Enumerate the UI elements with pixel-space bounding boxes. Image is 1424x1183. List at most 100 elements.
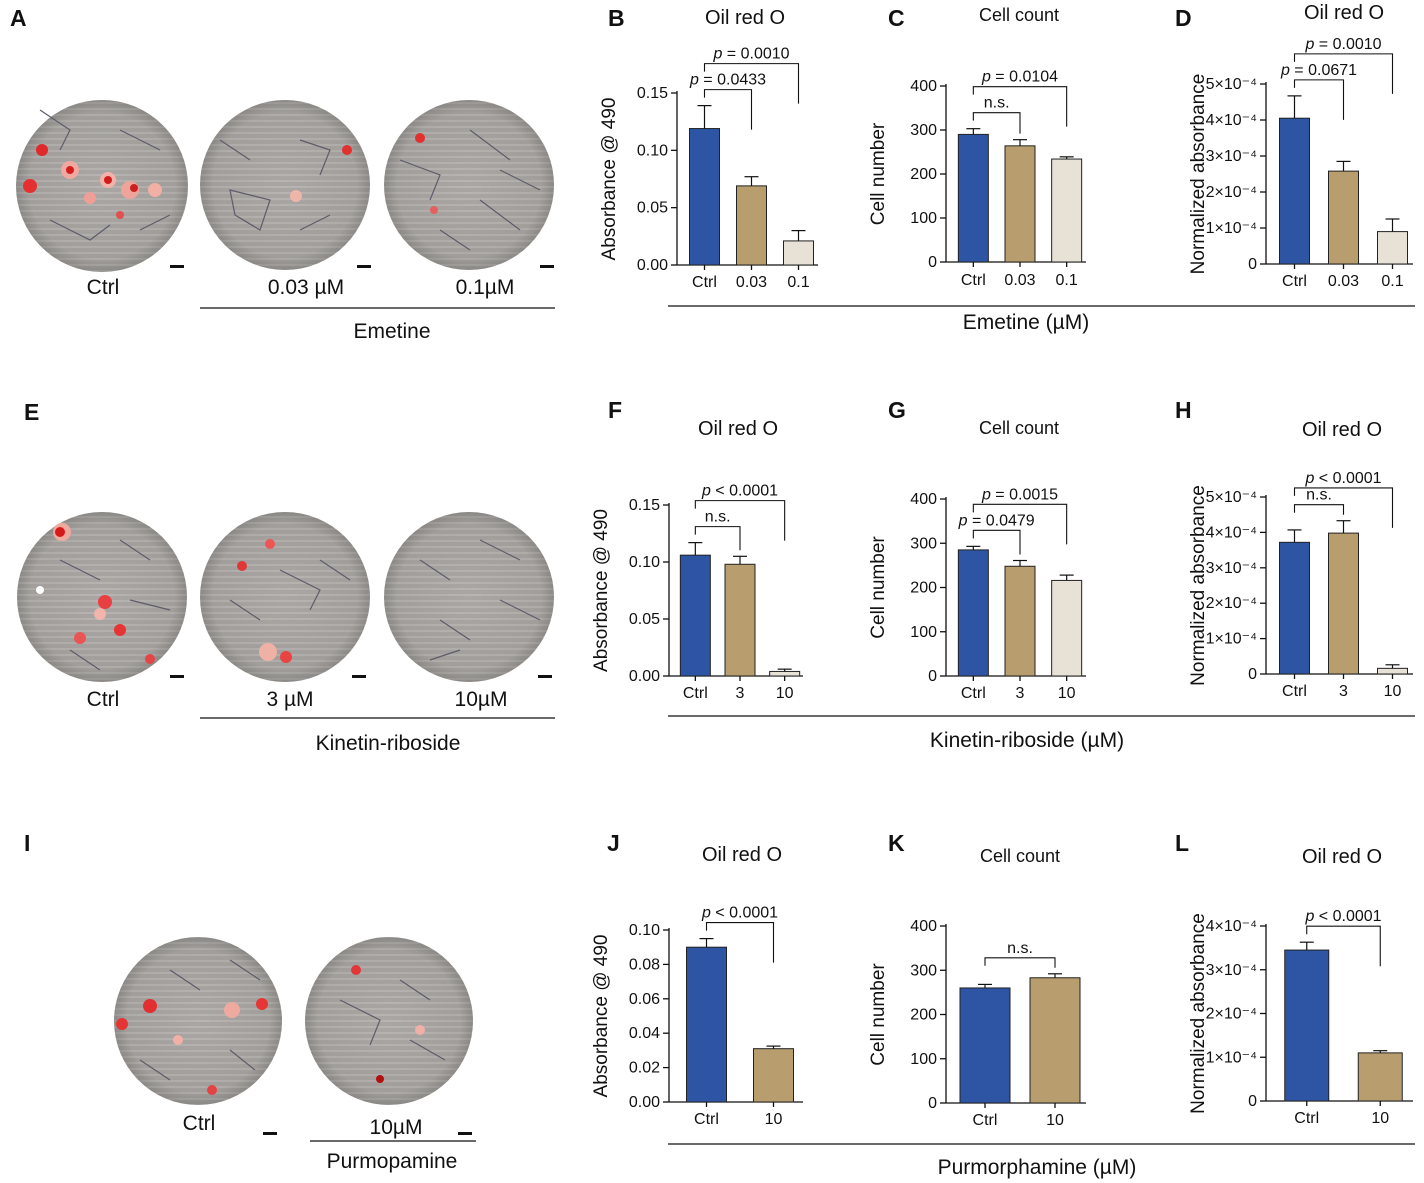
x-tick-label: 0.1 bbox=[1056, 272, 1078, 289]
micrograph-emetine-003 bbox=[200, 100, 370, 270]
y-tick-label: 5×10⁻⁴ bbox=[1206, 489, 1257, 506]
y-tick-label: 0 bbox=[1248, 1093, 1257, 1110]
significance-bracket bbox=[972, 529, 1021, 555]
chart-title: Cell count bbox=[979, 418, 1059, 438]
p-symbol: p bbox=[1304, 470, 1314, 487]
p-value: = 0.0433 bbox=[699, 72, 766, 89]
bar-ctrl bbox=[1279, 541, 1310, 675]
chart-b-oil-red-o: Oil red O Absorbance @ 490 0.00 0.05 0.10 0.1… bbox=[599, 7, 818, 291]
y-axis-label: Absorbance @ 490 bbox=[599, 98, 620, 261]
chart-title: Oil red O bbox=[702, 844, 782, 866]
micrograph-purmo-ctrl bbox=[114, 937, 282, 1105]
y-tick-label: 0 bbox=[928, 1095, 937, 1112]
significance-bracket bbox=[972, 503, 1068, 545]
chart-h-normalized: Oil red O Normalized absorbance 0 1×10⁻⁴ 2×1… bbox=[1188, 419, 1413, 700]
bar-0-1 bbox=[1051, 158, 1083, 263]
y-tick-label: 5×10⁻⁴ bbox=[1206, 76, 1257, 93]
p-value: = 0.0010 bbox=[1314, 36, 1381, 53]
p-value: n.s. bbox=[1306, 487, 1332, 504]
p-symbol: p bbox=[1280, 62, 1290, 79]
significance-label: p < 0.0001 bbox=[1304, 908, 1381, 925]
p-value: n.s. bbox=[705, 509, 731, 526]
bar-10 bbox=[1357, 1052, 1403, 1102]
significance-bracket bbox=[705, 922, 775, 963]
y-tick-label: 300 bbox=[910, 962, 937, 979]
y-axis-label: Normalized absorbance bbox=[1188, 485, 1209, 686]
y-tick-label: 1×10⁻⁴ bbox=[1206, 220, 1257, 237]
micro-label-ctrl-row1: Ctrl bbox=[87, 276, 120, 299]
chart-title: Cell count bbox=[979, 5, 1059, 25]
significance-label: n.s. bbox=[705, 509, 731, 526]
chart-group-emetine: Emetine (µM) bbox=[963, 311, 1089, 334]
bar-10 bbox=[1377, 667, 1408, 675]
y-axis-label: Cell number bbox=[868, 963, 889, 1066]
micro-label-01: 0.1µM bbox=[456, 276, 515, 299]
p-symbol: p bbox=[1304, 36, 1314, 53]
x-tick-label: Ctrl bbox=[692, 274, 717, 291]
chart-c-cell-count: Cell count Cell number 0 100 200 300 400 Ctrl 0.… bbox=[868, 5, 1086, 289]
y-tick-label: 400 bbox=[910, 918, 937, 935]
chart-title: Oil red O bbox=[705, 7, 785, 29]
y-tick-label: 4×10⁻⁴ bbox=[1206, 918, 1257, 935]
x-tick-label: 10 bbox=[776, 685, 794, 702]
chart-f-oil-red-o: Oil red O Absorbance @ 490 0.00 0.05 0.10 0.1… bbox=[591, 418, 803, 702]
y-tick-label: 0 bbox=[1248, 666, 1257, 683]
x-tick-label: 0.03 bbox=[1004, 272, 1035, 289]
micro-group-emetine: Emetine bbox=[353, 320, 430, 343]
significance-bracket bbox=[694, 500, 786, 541]
y-tick-label: 400 bbox=[910, 491, 937, 508]
x-tick-label: 0.03 bbox=[736, 274, 767, 291]
chart-l-normalized: Oil red O Normalized absorbance 0 1×10⁻⁴ 2×1… bbox=[1188, 846, 1413, 1127]
x-tick-label: 0.03 bbox=[1328, 273, 1359, 290]
significance-label: n.s. bbox=[984, 95, 1010, 112]
y-tick-label: 0 bbox=[928, 668, 937, 685]
p-value: = 0.0479 bbox=[968, 512, 1035, 529]
y-tick-label: 2×10⁻⁴ bbox=[1206, 184, 1257, 201]
p-value: n.s. bbox=[1007, 940, 1033, 957]
bar-10 bbox=[1051, 579, 1083, 677]
y-tick-label: 0 bbox=[928, 254, 937, 271]
chart-j-oil-red-o: Oil red O Absorbance @ 490 0.00 0.02 0.04 0.0… bbox=[591, 844, 803, 1128]
significance-label: p = 0.0015 bbox=[981, 486, 1058, 503]
panel-letter-k: K bbox=[888, 830, 905, 856]
lipid-cells bbox=[23, 109, 171, 241]
chart-g-cell-count: Cell count Cell number 0 100 200 300 400 Ctrl 3 1… bbox=[868, 418, 1086, 702]
micrograph-purmo-10 bbox=[305, 937, 473, 1105]
y-axis-label: Cell number bbox=[868, 536, 889, 639]
scale-bars-row3 bbox=[263, 1132, 472, 1135]
p-value: = 0.0010 bbox=[722, 46, 789, 63]
y-tick-label: 1×10⁻⁴ bbox=[1206, 1049, 1257, 1066]
micro-label-003: 0.03 µM bbox=[268, 276, 344, 299]
significance-label: p = 0.0433 bbox=[689, 72, 766, 89]
y-axis-label: Normalized absorbance bbox=[1188, 913, 1209, 1114]
p-value: < 0.0001 bbox=[711, 905, 778, 922]
micro-group-kinetin: Kinetin-riboside bbox=[316, 732, 461, 755]
bar-0-03 bbox=[736, 185, 767, 266]
y-axis-label: Absorbance @ 490 bbox=[591, 935, 612, 1098]
bar-3 bbox=[1004, 565, 1036, 677]
significance-bracket bbox=[1293, 53, 1394, 94]
p-value: = 0.0104 bbox=[991, 69, 1058, 86]
bar-0-1 bbox=[1377, 231, 1408, 265]
y-tick-label: 0.02 bbox=[629, 1060, 660, 1077]
p-value: = 0.0671 bbox=[1290, 62, 1357, 79]
bar-ctrl bbox=[957, 133, 989, 263]
p-symbol: p bbox=[981, 69, 991, 86]
chart-group-kinetin: Kinetin-riboside (µM) bbox=[930, 729, 1124, 752]
scale-bars-row1 bbox=[170, 265, 554, 268]
y-tick-label: 300 bbox=[910, 122, 937, 139]
y-tick-label: 0 bbox=[1248, 256, 1257, 273]
panel-letter-h: H bbox=[1175, 397, 1192, 423]
panel-letter-g: G bbox=[888, 397, 906, 423]
chart-title: Oil red O bbox=[1302, 419, 1382, 441]
x-tick-label: Ctrl bbox=[1282, 273, 1307, 290]
bar-ctrl bbox=[679, 554, 711, 677]
bar-3 bbox=[724, 563, 756, 677]
micrograph-emetine-ctrl bbox=[16, 100, 188, 272]
y-tick-label: 0.15 bbox=[637, 85, 668, 102]
significance-label: p = 0.0104 bbox=[981, 69, 1058, 86]
y-tick-label: 200 bbox=[910, 580, 937, 597]
p-symbol: p bbox=[712, 46, 722, 63]
bar-ctrl bbox=[1279, 117, 1310, 265]
